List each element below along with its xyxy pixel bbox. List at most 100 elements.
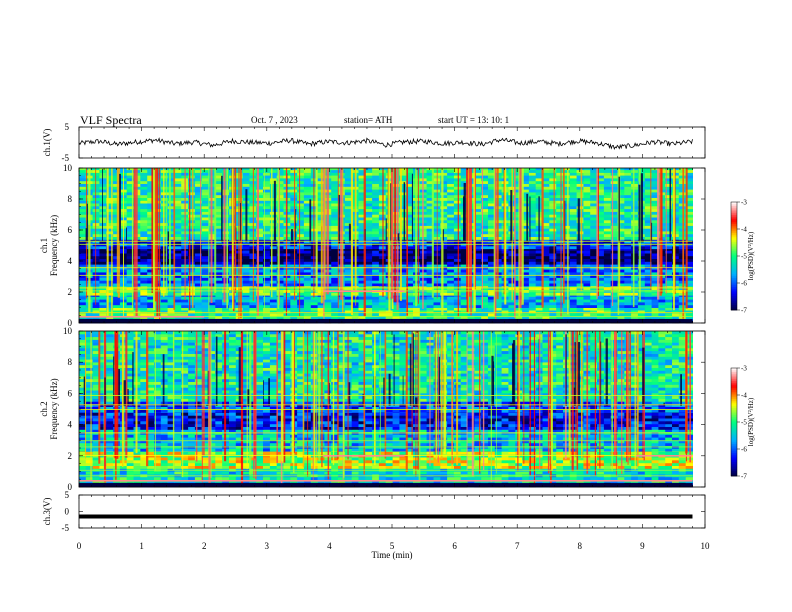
sp1-cell — [665, 239, 673, 241]
sp1-cell — [556, 248, 564, 251]
sp1-cell — [269, 240, 278, 244]
sp1-cell — [392, 240, 400, 244]
sp1-cell — [303, 211, 312, 215]
sp1-cell — [658, 310, 666, 314]
sp1-cell — [603, 200, 612, 204]
sp1-cell — [440, 233, 448, 237]
sp1-cell — [481, 261, 489, 265]
sp1-cell — [542, 208, 550, 212]
sp1-cell — [222, 239, 230, 241]
sp1-cell — [126, 219, 134, 224]
sp1-cell — [344, 255, 353, 259]
sp1-cell — [535, 310, 543, 314]
sp1-cell — [99, 194, 107, 198]
sp1-cell — [522, 280, 530, 284]
sp1-cell — [140, 191, 148, 196]
sp1-cell — [590, 295, 598, 297]
sp1-cell — [399, 239, 407, 241]
sp1-cell — [488, 214, 496, 218]
sp1-cell — [331, 258, 339, 262]
sp1-cell — [303, 274, 312, 278]
sp1-cell — [583, 312, 591, 317]
sp1-cell — [79, 200, 87, 204]
sp1-cell — [556, 217, 564, 221]
sp1-cell — [406, 269, 414, 273]
sp1-cell — [528, 230, 537, 235]
sp1-cell — [651, 222, 659, 226]
sp1-cell — [522, 301, 530, 306]
sp1-cell — [610, 248, 618, 251]
sp1-cell — [685, 307, 693, 311]
sp1-cell — [188, 233, 196, 237]
sp1-cell — [426, 271, 434, 276]
sp1-cell — [576, 292, 584, 296]
sp1-cell — [426, 248, 434, 251]
sp1-cell — [522, 197, 530, 201]
sp1-cell — [644, 240, 653, 244]
sp1-cell — [535, 258, 543, 262]
sp1-cell — [174, 301, 182, 306]
sp1-cell — [222, 283, 230, 287]
sp1-cell — [201, 189, 209, 193]
sp1-cell — [297, 245, 305, 250]
sp1-cell — [522, 211, 530, 215]
sp1-cell — [617, 228, 625, 232]
sp1-cell — [522, 208, 530, 212]
sp1-cell — [624, 269, 632, 273]
sp1-cell — [358, 280, 366, 284]
sp1-cell — [447, 228, 455, 232]
sp1-cell — [99, 208, 107, 212]
sp1-cell — [617, 222, 625, 226]
sp1-cell — [235, 214, 244, 218]
sp1-cell — [256, 264, 264, 267]
sp1-cell — [488, 183, 496, 187]
sp1-cell — [297, 230, 305, 235]
sp1-cell — [576, 261, 584, 265]
sp1-cell — [542, 189, 550, 193]
sp1-cell — [563, 248, 571, 251]
sp1-cell — [167, 222, 175, 226]
sp1-cell — [460, 280, 468, 284]
sp1-cell — [140, 304, 148, 308]
sp1-cell — [528, 236, 537, 240]
sp1-cell — [535, 292, 543, 296]
sp1-cell — [344, 208, 353, 212]
sp1-cell — [263, 197, 271, 201]
sp1-cell — [522, 245, 530, 250]
sp1-cell — [106, 307, 114, 311]
sp1-cell — [563, 219, 571, 224]
sp1-cell — [426, 233, 434, 237]
sp1-cell — [603, 225, 612, 229]
sp1-cell — [603, 280, 612, 284]
sp1-cell — [276, 236, 284, 240]
sp1-cell — [372, 197, 380, 201]
sp1-cell — [99, 217, 107, 221]
sp1-cell — [126, 261, 134, 265]
sp1-cell — [331, 269, 339, 273]
sp1-cell — [569, 258, 578, 262]
sp1-cell — [406, 255, 414, 259]
sp1-cell — [181, 312, 189, 317]
sp1-cell — [528, 296, 537, 300]
sp1-cell — [194, 261, 203, 265]
sp1-cell — [460, 271, 468, 276]
sp1-cell — [563, 189, 571, 193]
sp1-cell — [460, 307, 468, 311]
sp1-cell — [358, 277, 366, 281]
sp1-cell — [269, 219, 278, 224]
sp1-cell — [79, 250, 87, 254]
sp1-cell — [631, 200, 639, 204]
sp1-cell — [631, 245, 639, 250]
sp1-cell — [256, 261, 264, 265]
sp1-cell — [488, 299, 496, 303]
sp1-cell — [603, 271, 612, 276]
sp1-cell — [644, 186, 653, 190]
sp1-cell — [610, 203, 618, 207]
sp1-cell — [672, 189, 680, 193]
sp1-cell — [358, 222, 366, 226]
sp1-cell — [617, 239, 625, 241]
sp1-cell — [331, 307, 339, 311]
sp1-cell — [399, 296, 407, 300]
sp1-cell — [644, 194, 653, 198]
sp1-cell — [174, 310, 182, 314]
